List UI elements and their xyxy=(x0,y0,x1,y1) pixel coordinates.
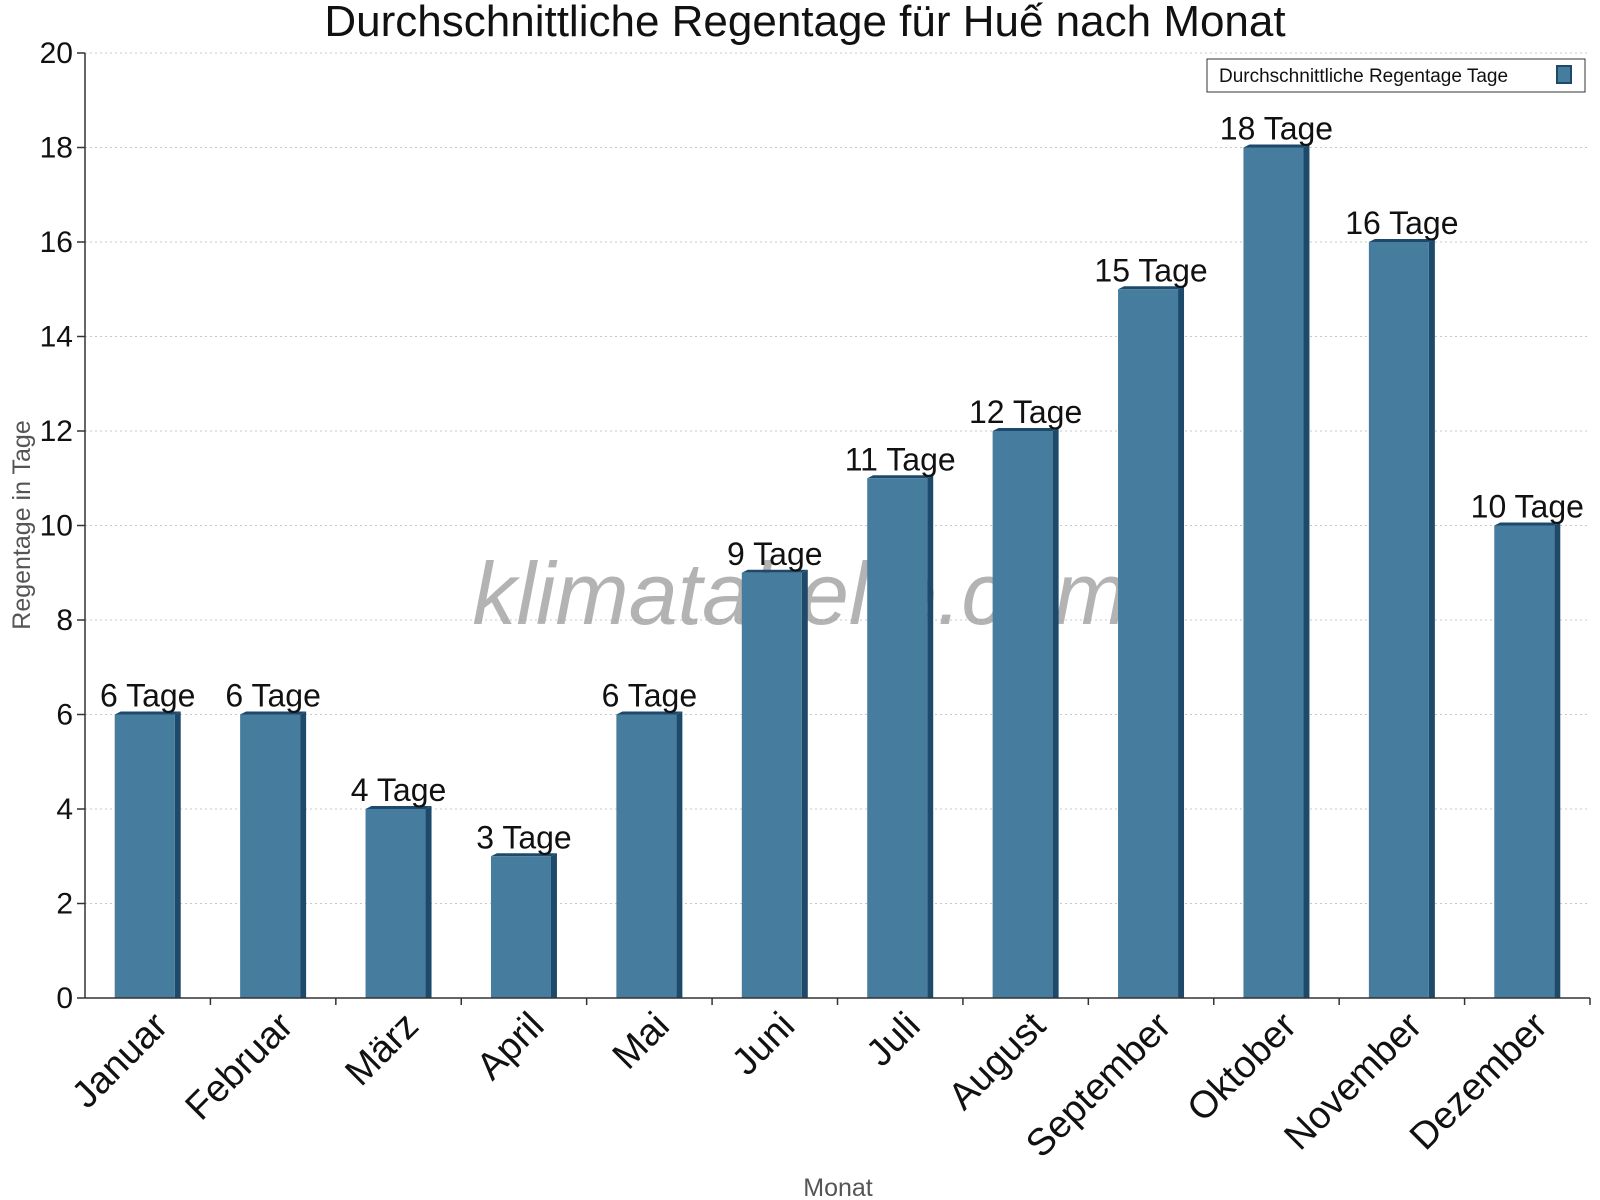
x-tick-label: Dezember xyxy=(1402,1004,1556,1158)
y-tick-label: 18 xyxy=(40,132,73,165)
bar xyxy=(616,714,677,998)
bar xyxy=(741,572,802,998)
data-label: 6 Tage xyxy=(225,678,321,714)
bar-side xyxy=(425,806,432,998)
data-label: 11 Tage xyxy=(845,441,956,477)
bar-side xyxy=(1428,239,1435,998)
data-label: 4 Tage xyxy=(351,772,447,808)
legend-label: Durchschnittliche Regentage Tage xyxy=(1219,66,1508,87)
x-tick-label: April xyxy=(469,1005,552,1088)
x-tick-label: Juni xyxy=(724,1005,803,1084)
bar-top xyxy=(616,711,683,715)
data-label: 6 Tage xyxy=(602,678,698,714)
data-label: 16 Tage xyxy=(1345,205,1458,241)
legend: Durchschnittliche Regentage Tage xyxy=(1206,58,1586,93)
bar xyxy=(490,856,551,998)
y-tick-label: 4 xyxy=(56,793,73,826)
data-label: 10 Tage xyxy=(1471,489,1584,525)
bar-side xyxy=(676,711,683,998)
bar xyxy=(365,809,426,998)
bar-top xyxy=(490,853,557,857)
bar-top xyxy=(1494,522,1561,526)
bar-top xyxy=(992,428,1059,431)
bar-top xyxy=(240,711,307,715)
bar-side xyxy=(174,711,181,998)
bar-top xyxy=(1368,239,1435,242)
bar xyxy=(867,478,928,998)
legend-swatch xyxy=(1556,65,1572,84)
data-label: 6 Tage xyxy=(100,678,196,714)
bar-series: 6 Tage 6 Tage 4 Tage 3 Tage 6 Tage 9 Tage 11 T… xyxy=(100,111,1584,998)
bar xyxy=(1494,525,1555,998)
x-axis-ticks: Januar Februar März April Mai Juni Juli AugustS… xyxy=(64,998,1591,1166)
bar xyxy=(1368,242,1429,998)
bar-side xyxy=(1178,286,1185,998)
bar-top xyxy=(1118,286,1185,290)
data-label: 15 Tage xyxy=(1094,252,1207,288)
bar-side xyxy=(801,569,808,998)
bar xyxy=(114,714,175,998)
y-tick-label: 20 xyxy=(40,37,73,70)
y-tick-label: 14 xyxy=(40,321,73,354)
x-tick-label: Juli xyxy=(859,1005,929,1075)
y-tick-label: 2 xyxy=(56,888,73,921)
bar-top xyxy=(114,711,181,715)
x-tick-label: Oktober xyxy=(1180,1004,1306,1130)
bar xyxy=(1243,147,1304,998)
y-tick-label: 12 xyxy=(40,415,73,448)
x-tick-label: Januar xyxy=(64,1004,176,1116)
bar-side xyxy=(1052,428,1059,998)
bar-side xyxy=(927,475,934,998)
x-axis-title: Monat xyxy=(803,1174,873,1200)
bar-side xyxy=(300,711,307,998)
bar-side xyxy=(550,853,557,998)
bar-top xyxy=(867,475,934,479)
bar-top xyxy=(1243,144,1310,148)
bar xyxy=(992,431,1053,998)
data-label: 3 Tage xyxy=(476,819,572,855)
data-label: 9 Tage xyxy=(727,536,823,572)
y-tick-label: 8 xyxy=(56,604,73,637)
y-tick-label: 16 xyxy=(40,226,73,259)
y-axis-ticks: 0 2 4 6 8 10 12 14 16 18 20 xyxy=(40,37,85,1015)
x-tick-label: August xyxy=(941,1004,1055,1118)
bar-side xyxy=(1303,144,1310,998)
x-tick-label: Februar xyxy=(178,1004,302,1128)
y-tick-label: 10 xyxy=(40,510,73,543)
legend-box xyxy=(1206,58,1586,93)
gridlines xyxy=(85,52,1590,904)
data-label: 12 Tage xyxy=(969,394,1082,430)
bar-side xyxy=(1554,522,1561,998)
bar-top xyxy=(741,569,808,573)
y-tick-label: 0 xyxy=(56,982,73,1015)
x-tick-label: März xyxy=(337,1005,426,1094)
y-axis-title: Regentage in Tage xyxy=(8,420,36,629)
data-label: 18 Tage xyxy=(1220,111,1333,147)
bar xyxy=(240,714,301,998)
x-tick-label: Mai xyxy=(605,1005,678,1078)
y-tick-label: 6 xyxy=(56,699,73,732)
bar xyxy=(1118,289,1179,998)
bar-top xyxy=(365,806,432,809)
chart-title: Durchschnittliche Regentage für Huế nach… xyxy=(324,0,1285,46)
